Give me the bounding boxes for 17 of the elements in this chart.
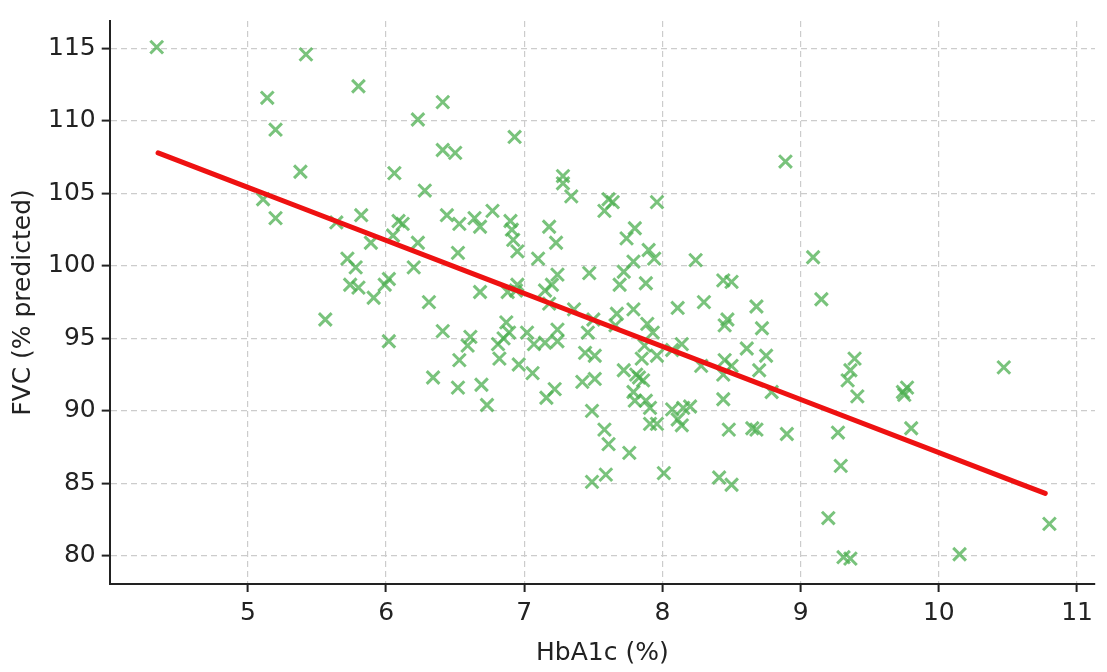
- x-tick-label: 9: [792, 596, 809, 626]
- x-tick-label: 8: [654, 596, 671, 626]
- y-tick-label: 100: [48, 249, 96, 279]
- x-tick-label: 6: [378, 596, 395, 626]
- y-tick-label: 85: [63, 466, 96, 496]
- y-tick-label: 80: [63, 539, 96, 569]
- y-tick-label: 105: [48, 176, 96, 206]
- y-axis-title: FVC (% predicted): [6, 189, 36, 416]
- x-tick-label: 11: [1061, 596, 1093, 626]
- y-tick-label: 110: [48, 104, 96, 134]
- x-tick-label: 7: [516, 596, 533, 626]
- x-tick-label: 10: [922, 596, 955, 626]
- x-axis-title: HbA1c (%): [536, 636, 669, 666]
- y-tick-label: 115: [48, 32, 96, 62]
- y-tick-label: 95: [63, 321, 96, 351]
- y-tick-label: 90: [63, 394, 96, 424]
- x-tick-label: 5: [239, 596, 256, 626]
